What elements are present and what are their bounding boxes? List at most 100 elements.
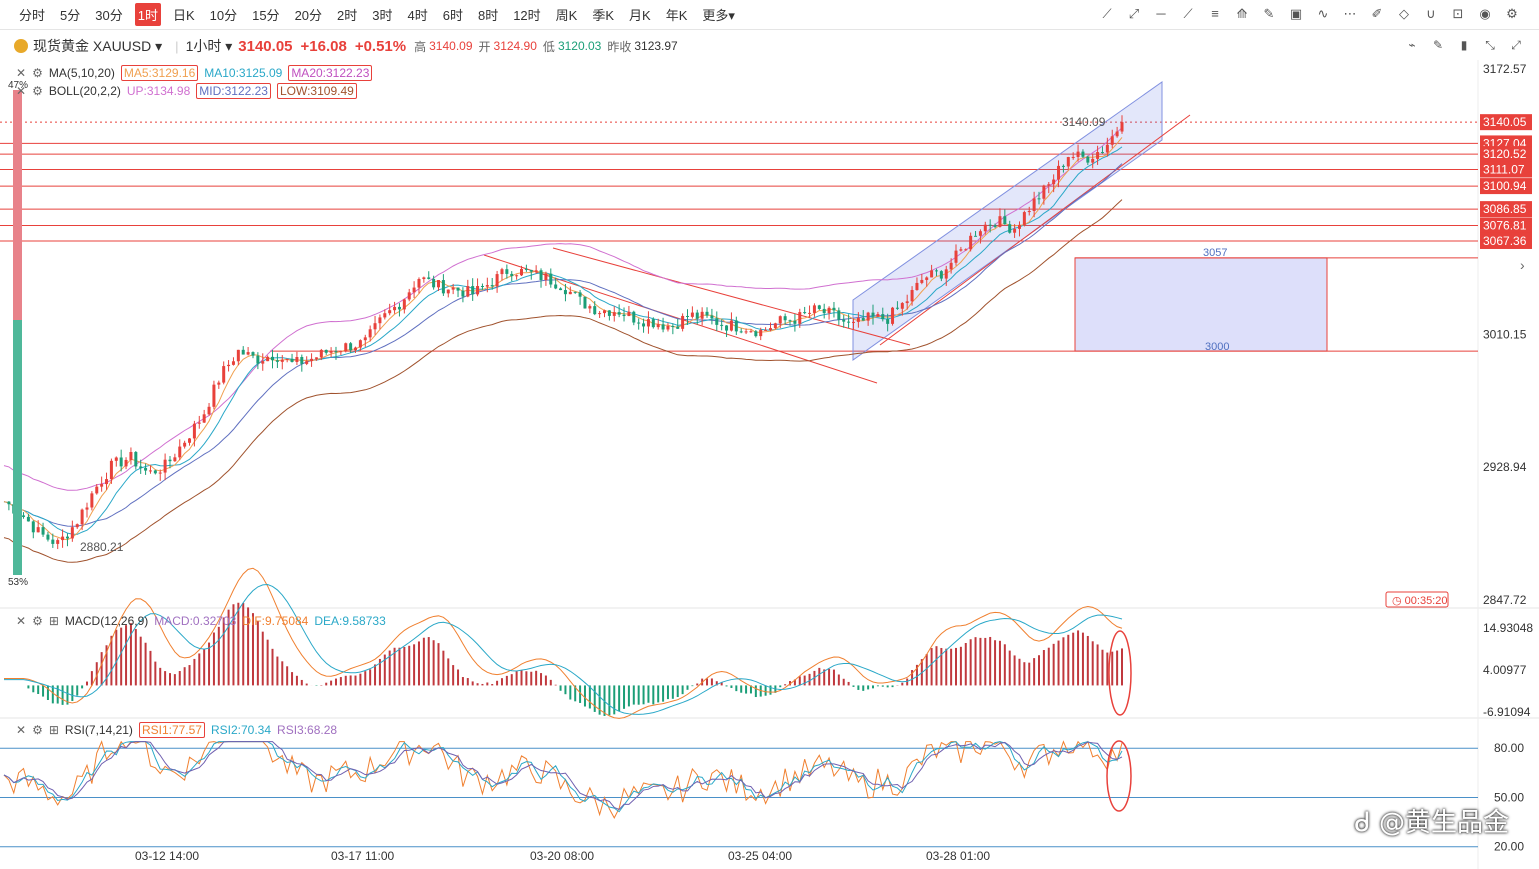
timeframe-17[interactable]: 年K — [665, 8, 688, 23]
horizontal-line-icon[interactable]: ─ — [1156, 6, 1166, 21]
level-label: 3086.85 — [1483, 202, 1527, 216]
candle-body — [1091, 158, 1095, 163]
close-icon[interactable]: ✕ — [16, 66, 27, 80]
candle-body — [158, 472, 162, 474]
gear-icon[interactable]: ⚙ — [1506, 6, 1518, 21]
timeframe-12[interactable]: 8时 — [477, 8, 499, 23]
gear-icon[interactable]: ⚙ — [32, 66, 43, 80]
segment-icon[interactable]: ⟋ — [1183, 6, 1193, 21]
rsi3-line — [3, 741, 1123, 811]
timeframe-4[interactable]: 日K — [172, 8, 195, 23]
candle-body — [266, 356, 270, 362]
timeframe-1[interactable]: 5分 — [60, 8, 81, 23]
candle-body — [524, 268, 528, 270]
level-tag — [1480, 114, 1532, 131]
candle-body — [725, 325, 729, 331]
low-mark-label: 2880.21 — [80, 540, 124, 554]
timeframe-7[interactable]: 20分 — [294, 8, 323, 23]
candle-body — [105, 479, 109, 485]
gold-icon — [14, 39, 28, 53]
timeframe-0[interactable]: 分时 — [19, 8, 46, 23]
note-icon[interactable]: ✐ — [1371, 6, 1383, 21]
fan-icon[interactable]: ⟰ — [1236, 6, 1248, 21]
candle-body — [974, 235, 978, 237]
gear-icon[interactable]: ⚙ — [32, 614, 43, 628]
image-icon[interactable]: ▣ — [1289, 6, 1303, 21]
symbol-name[interactable]: 现货黄金 XAUUSD ▾ — [33, 38, 163, 54]
x-tick-label: 03-28 01:00 — [926, 849, 990, 863]
draw-icon[interactable]: ✎ — [1432, 38, 1444, 52]
timeframe-10[interactable]: 4时 — [407, 8, 428, 23]
candle-body — [90, 493, 94, 508]
candle-body — [803, 312, 807, 314]
close-icon[interactable]: ✕ — [16, 723, 27, 737]
candle-body — [363, 337, 367, 341]
rsi2-line — [3, 741, 1123, 813]
price-change: +16.08 — [300, 37, 347, 55]
candle-body — [520, 268, 524, 276]
candle-body — [754, 331, 758, 337]
timeframe-toolbar: 分时 5分 30分 1时 日K 10分 15分 20分 2时 3时 4时 6时 8时 12时 周K 季K 月K 年… — [0, 0, 1539, 30]
candle-body — [998, 216, 1002, 227]
brush-icon[interactable]: ✎ — [1263, 6, 1275, 21]
ray-icon[interactable]: ⤢ — [1128, 6, 1140, 21]
candle-body — [61, 536, 65, 541]
timeframe-18[interactable]: 更多▾ — [702, 8, 735, 23]
candle-body — [451, 287, 455, 290]
candle-body — [915, 282, 919, 290]
fib-icon[interactable]: ≡ — [1211, 6, 1219, 21]
close-icon[interactable]: ✕ — [16, 614, 27, 628]
timeframe-13[interactable]: 12时 — [513, 8, 541, 23]
y-tick-label: 2928.94 — [1483, 460, 1527, 474]
countdown-label: ◷ 00:35:20 — [1392, 595, 1447, 607]
wave-icon[interactable]: ∿ — [1317, 6, 1329, 21]
timeframe-2[interactable]: 30分 — [95, 8, 123, 23]
eye-icon[interactable]: ◉ — [1479, 6, 1491, 21]
candle-body — [690, 312, 694, 317]
close-icon[interactable]: ✕ — [16, 84, 27, 98]
candle-body — [964, 249, 968, 251]
fullscreen-icon[interactable]: ⤡ — [1485, 38, 1495, 52]
candle-body — [183, 442, 187, 447]
gear-icon[interactable]: ⚙ — [32, 84, 43, 98]
timeframe-6[interactable]: 15分 — [252, 8, 280, 23]
timeframe-14[interactable]: 周K — [555, 8, 578, 23]
timeframe-9[interactable]: 3时 — [372, 8, 393, 23]
chart-type-icon[interactable]: ⌁ — [1408, 38, 1416, 52]
candle-body — [1027, 210, 1031, 213]
candle-body — [222, 366, 226, 383]
candle-body — [851, 321, 855, 323]
candle-body — [656, 324, 660, 328]
timeframe-11[interactable]: 6时 — [442, 8, 463, 23]
expand-square-icon[interactable]: ⊞ — [48, 723, 59, 737]
expand-square-icon[interactable]: ⊞ — [48, 614, 59, 628]
eraser-icon[interactable]: ◇ — [1399, 6, 1409, 21]
rsi-legend: ✕ ⚙ ⊞ RSI(7,14,21) RSI1:77.57 RSI2:70.34… — [16, 722, 338, 738]
candle-body — [70, 527, 74, 539]
candle-body — [480, 286, 484, 288]
timeframe-8[interactable]: 2时 — [337, 8, 358, 23]
candle-body — [402, 299, 406, 310]
expand-icon[interactable]: ⤢ — [1511, 38, 1521, 52]
level-tag — [1480, 217, 1532, 234]
timeframe-15[interactable]: 季K — [592, 8, 615, 23]
timeframe-3[interactable]: 1时 — [134, 3, 161, 26]
candle-body — [495, 274, 499, 287]
more-dots-icon[interactable]: ⋯ — [1343, 6, 1357, 21]
candle-icon[interactable]: ▮ — [1460, 38, 1468, 52]
candle-body — [129, 452, 133, 460]
gear-icon[interactable]: ⚙ — [32, 723, 43, 737]
trend-line-icon[interactable]: ⟋ — [1102, 6, 1112, 21]
gauge-top-pct: 47% — [8, 80, 29, 91]
candle-body — [490, 285, 494, 287]
candle-body — [231, 361, 235, 365]
timeframe-5[interactable]: 10分 — [209, 8, 238, 23]
watermark-text: ᑯ @黄生品金 — [1354, 808, 1509, 838]
interval-select[interactable]: 1小时 ▾ — [185, 38, 233, 54]
lock-icon[interactable]: ⊡ — [1452, 6, 1464, 21]
candle-body — [119, 457, 123, 467]
timeframe-16[interactable]: 月K — [629, 8, 651, 23]
macd-y-tick-label: 14.93048 — [1483, 621, 1533, 635]
magnet-icon[interactable]: ∪ — [1426, 6, 1436, 21]
